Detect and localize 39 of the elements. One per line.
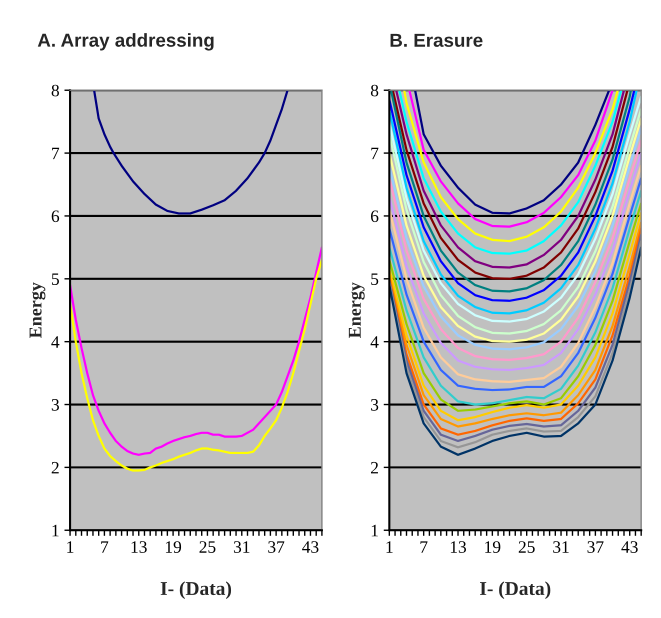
y-axis-title: Energy bbox=[348, 282, 365, 338]
x-tick-label: 19 bbox=[166, 541, 182, 553]
x-tick-label: 37 bbox=[588, 541, 604, 553]
y-tick-label: 7 bbox=[371, 148, 378, 160]
x-axis-title: I- (Data) bbox=[480, 581, 550, 600]
y-tick-label: 3 bbox=[371, 399, 378, 411]
y-tick-label: 5 bbox=[371, 273, 378, 285]
y-tick-label: 4 bbox=[370, 336, 379, 348]
x-tick-label: 31 bbox=[234, 541, 250, 553]
y-tick-label: 1 bbox=[52, 524, 59, 536]
x-tick-label: 43 bbox=[621, 541, 638, 553]
y-tick-label: 5 bbox=[52, 273, 59, 285]
y-tick-label: 1 bbox=[372, 524, 378, 536]
x-tick-label: 37 bbox=[268, 541, 284, 553]
y-tick-label: 2 bbox=[52, 462, 59, 474]
y-tick-label: 6 bbox=[52, 210, 60, 222]
x-tick-label: 25 bbox=[200, 541, 216, 553]
y-tick-label: 2 bbox=[370, 462, 378, 474]
y-tick-label: 7 bbox=[52, 148, 60, 160]
x-tick-label: 1 bbox=[386, 541, 393, 553]
chart-title: A. Array addressing bbox=[38, 33, 214, 51]
x-tick-label: 13 bbox=[450, 541, 466, 553]
x-tick-label: 13 bbox=[132, 541, 147, 553]
x-tick-label: 7 bbox=[101, 541, 108, 553]
x-tick-label: 7 bbox=[420, 541, 428, 553]
y-tick-label: 6 bbox=[370, 210, 378, 222]
y-tick-label: 8 bbox=[370, 84, 378, 96]
y-tick-label: 4 bbox=[51, 336, 60, 348]
y-tick-label: 8 bbox=[52, 84, 59, 96]
x-axis-title: I- (Data) bbox=[160, 581, 232, 600]
x-tick-label: 19 bbox=[485, 541, 500, 553]
x-tick-label: 43 bbox=[302, 541, 318, 553]
chart-title: B. Erasure bbox=[390, 34, 482, 47]
line-series bbox=[92, 90, 289, 215]
x-tick-label: 31 bbox=[553, 541, 569, 553]
y-tick-label: 3 bbox=[52, 399, 59, 411]
x-tick-label: 1 bbox=[67, 541, 74, 553]
y-axis-title: Energy bbox=[30, 282, 46, 338]
x-tick-label: 25 bbox=[518, 541, 535, 553]
